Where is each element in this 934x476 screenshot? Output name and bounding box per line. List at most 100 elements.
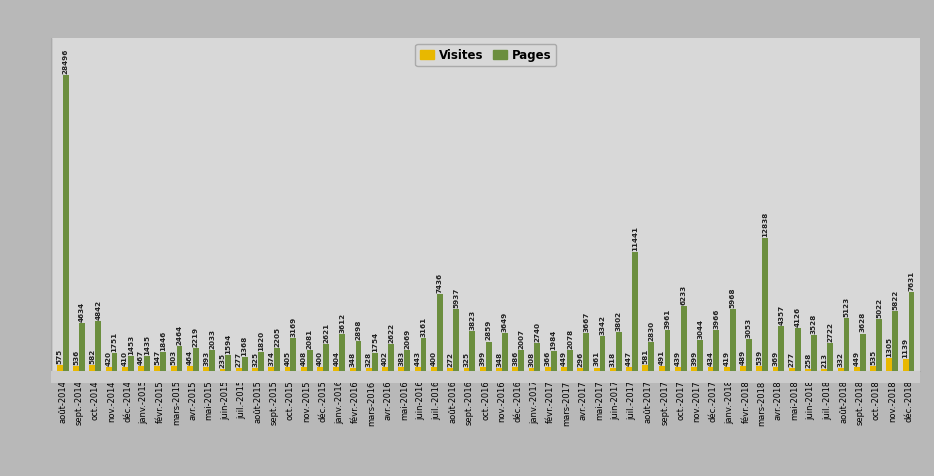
Bar: [275, 348, 280, 371]
Text: 1305: 1305: [886, 337, 892, 357]
Bar: [372, 353, 377, 371]
Bar: [323, 344, 329, 371]
Bar: [616, 332, 622, 371]
Text: 399: 399: [691, 351, 697, 366]
Bar: [643, 365, 648, 371]
Bar: [675, 367, 681, 371]
Text: 328: 328: [366, 352, 372, 367]
Text: 547: 547: [154, 349, 161, 365]
Bar: [404, 350, 410, 371]
Bar: [843, 318, 849, 371]
Text: 447: 447: [626, 351, 632, 366]
Text: 5937: 5937: [453, 288, 460, 308]
Text: 1846: 1846: [161, 331, 166, 351]
Text: 28496: 28496: [63, 48, 69, 73]
Bar: [577, 368, 583, 371]
Bar: [306, 349, 313, 371]
Bar: [219, 369, 225, 371]
Bar: [252, 368, 258, 371]
Text: 443: 443: [415, 351, 420, 366]
Text: 1453: 1453: [128, 335, 134, 355]
Text: 3649: 3649: [502, 312, 508, 332]
Text: 2898: 2898: [356, 320, 361, 340]
Text: 3169: 3169: [290, 317, 296, 337]
Bar: [729, 309, 736, 371]
Bar: [724, 367, 729, 371]
Text: 3044: 3044: [697, 318, 703, 338]
Bar: [697, 339, 703, 371]
Text: 503: 503: [171, 350, 177, 365]
Bar: [583, 333, 589, 371]
Text: 272: 272: [447, 352, 453, 367]
Bar: [154, 366, 161, 371]
Text: 3961: 3961: [664, 309, 671, 329]
Text: 3966: 3966: [714, 308, 719, 329]
Text: 325: 325: [463, 352, 470, 367]
Bar: [177, 346, 182, 371]
Bar: [610, 368, 616, 371]
Text: 2859: 2859: [486, 320, 491, 340]
Bar: [290, 338, 296, 371]
Bar: [903, 359, 909, 371]
Bar: [111, 353, 118, 371]
Text: 213: 213: [821, 353, 828, 368]
Bar: [502, 333, 508, 371]
Text: 2069: 2069: [404, 328, 410, 349]
Text: 3528: 3528: [811, 313, 817, 334]
Bar: [854, 367, 860, 371]
Text: 449: 449: [561, 350, 567, 366]
Bar: [870, 366, 876, 371]
Bar: [821, 369, 828, 371]
Text: 3612: 3612: [339, 313, 346, 333]
Text: 464: 464: [187, 350, 193, 366]
Text: 374: 374: [268, 351, 275, 367]
Text: 308: 308: [529, 352, 534, 367]
Bar: [778, 326, 785, 371]
Bar: [382, 367, 389, 371]
Text: 449: 449: [854, 350, 860, 366]
Bar: [339, 334, 346, 371]
Text: 2033: 2033: [209, 329, 215, 349]
Text: 3628: 3628: [859, 312, 866, 332]
Bar: [171, 366, 177, 371]
Bar: [909, 292, 914, 371]
Text: 539: 539: [757, 349, 762, 365]
Bar: [600, 337, 605, 371]
Text: 400: 400: [317, 351, 323, 366]
Text: 536: 536: [73, 349, 79, 365]
Text: 399: 399: [480, 351, 486, 366]
Text: 12838: 12838: [762, 211, 768, 237]
Text: 405: 405: [285, 351, 290, 366]
Text: 3802: 3802: [616, 310, 622, 331]
Text: 1751: 1751: [111, 332, 118, 352]
Bar: [746, 339, 752, 371]
Bar: [209, 350, 215, 371]
Text: 386: 386: [512, 351, 518, 366]
Text: 348: 348: [496, 351, 502, 367]
Bar: [626, 367, 632, 371]
Bar: [285, 367, 290, 371]
Bar: [892, 311, 899, 371]
Text: 3053: 3053: [746, 318, 752, 338]
Bar: [561, 367, 567, 371]
Text: 1139: 1139: [902, 338, 909, 358]
Text: 3161: 3161: [420, 317, 427, 337]
Bar: [138, 367, 144, 371]
Text: 434: 434: [707, 351, 714, 366]
Bar: [235, 368, 242, 371]
Bar: [242, 357, 248, 371]
Bar: [79, 323, 85, 371]
Text: 1594: 1594: [225, 333, 232, 354]
Text: 4357: 4357: [778, 305, 785, 325]
Bar: [714, 330, 719, 371]
Bar: [415, 367, 420, 371]
Bar: [437, 294, 443, 371]
Bar: [258, 352, 263, 371]
Text: 277: 277: [235, 352, 242, 367]
Text: 420: 420: [106, 351, 112, 366]
Bar: [366, 368, 372, 371]
Text: 410: 410: [122, 351, 128, 366]
Text: 7436: 7436: [437, 273, 443, 293]
Bar: [551, 351, 557, 371]
Text: 4126: 4126: [795, 307, 800, 327]
